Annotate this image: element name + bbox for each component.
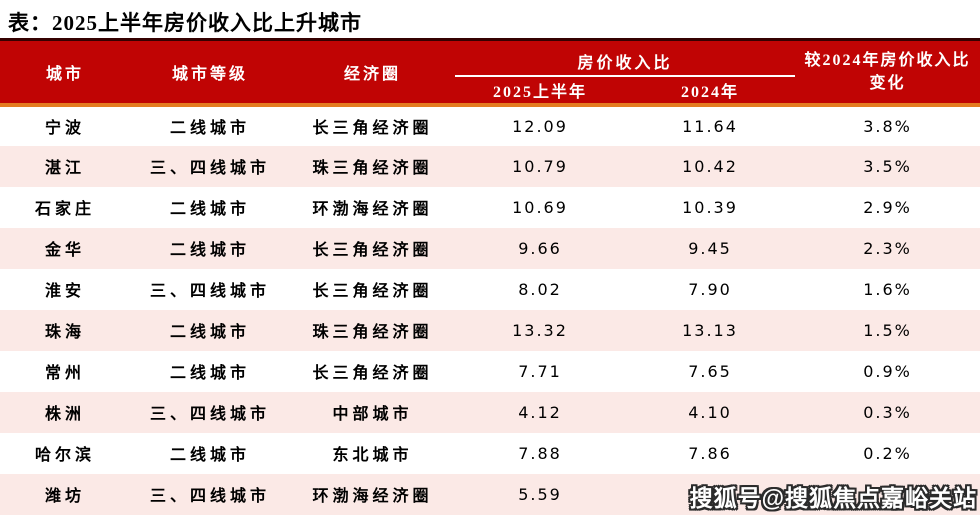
cell-city: 株洲 bbox=[44, 406, 85, 423]
table-row: 宁波 二线城市 长三角经济圈 12.09 11.64 3.8% bbox=[0, 102, 980, 146]
cell-tier: 三、四线城市 bbox=[149, 160, 270, 177]
cell-change: 3.5% bbox=[863, 156, 912, 176]
col-header-tier: 城市等级 bbox=[130, 39, 290, 105]
cell-city: 淮安 bbox=[44, 283, 85, 300]
cell-ratio-2025: 9.66 bbox=[518, 238, 562, 258]
cell-change: 0.9% bbox=[863, 361, 912, 381]
cell-ratio-2025: 13.32 bbox=[512, 320, 568, 340]
cell-city: 潍坊 bbox=[44, 488, 85, 505]
cell-ratio-2024: 10.39 bbox=[682, 197, 738, 217]
table-row: 湛江 三、四线城市 珠三角经济圈 10.79 10.42 3.5% bbox=[0, 145, 980, 187]
cell-city: 常州 bbox=[44, 365, 85, 382]
cell-ratio-2024: 7.65 bbox=[688, 361, 732, 381]
cell-ratio-2025: 7.88 bbox=[518, 443, 562, 463]
table-row: 株洲 三、四线城市 中部城市 4.12 4.10 0.3% bbox=[0, 391, 980, 433]
cell-ratio-2025: 12.09 bbox=[455, 102, 625, 146]
cell-tier: 三、四线城市 bbox=[149, 406, 270, 423]
table-row: 潍坊 三、四线城市 环渤海经济圈 5.59 5.58 0.2% bbox=[0, 473, 980, 515]
cell-tier: 二线城市 bbox=[169, 447, 250, 464]
cell-ratio-2025: 5.59 bbox=[518, 484, 562, 504]
cell-change: 0.2% bbox=[863, 443, 912, 463]
cell-ratio-2024: 4.10 bbox=[688, 402, 732, 422]
cell-tier: 三、四线城市 bbox=[149, 488, 270, 505]
cell-tier: 二线城市 bbox=[169, 242, 250, 259]
table-row: 石家庄 二线城市 环渤海经济圈 10.69 10.39 2.9% bbox=[0, 187, 980, 228]
cell-change: 1.6% bbox=[863, 279, 912, 299]
cell-ratio-2025: 4.12 bbox=[518, 402, 562, 422]
cell-ratio-2024: 10.42 bbox=[682, 156, 738, 176]
cell-ratio-2025: 7.71 bbox=[518, 361, 562, 381]
cell-circle: 环渤海经济圈 bbox=[312, 201, 433, 218]
col-header-2025h1: 2025上半年 bbox=[455, 75, 625, 105]
cell-change: 0.3% bbox=[863, 402, 912, 422]
cell-city: 湛江 bbox=[44, 160, 85, 177]
cell-circle: 中部城市 bbox=[332, 406, 413, 423]
cell-ratio-2024: 7.90 bbox=[688, 279, 732, 299]
data-table: 城市 城市等级 经济圈 房价收入比 较2024年房价收入比变化 2025上半年 … bbox=[0, 38, 980, 515]
cell-circle: 珠三角经济圈 bbox=[312, 160, 433, 177]
cell-ratio-2024: 5.58 bbox=[688, 484, 732, 504]
col-header-circle: 经济圈 bbox=[290, 39, 455, 105]
cell-city: 石家庄 bbox=[34, 201, 95, 218]
cell-tier: 二线城市 bbox=[169, 201, 250, 218]
cell-circle: 长三角经济圈 bbox=[312, 242, 433, 259]
cell-ratio-2024: 9.45 bbox=[688, 238, 732, 258]
cell-city: 宁波 bbox=[0, 102, 130, 146]
table-body: 宁波 二线城市 长三角经济圈 12.09 11.64 3.8% 湛江 三、四线城… bbox=[0, 102, 980, 515]
cell-city: 珠海 bbox=[44, 324, 85, 341]
cell-tier: 二线城市 bbox=[130, 102, 290, 146]
cell-circle: 东北城市 bbox=[332, 447, 413, 464]
table-row: 淮安 三、四线城市 长三角经济圈 8.02 7.90 1.6% bbox=[0, 269, 980, 310]
cell-ratio-2024: 11.64 bbox=[625, 102, 796, 146]
cell-ratio-2024: 7.86 bbox=[688, 443, 732, 463]
table-row: 哈尔滨 二线城市 东北城市 7.88 7.86 0.2% bbox=[0, 433, 980, 474]
cell-circle: 长三角经济圈 bbox=[312, 283, 433, 300]
col-header-2024: 2024年 bbox=[625, 75, 796, 105]
col-header-change: 较2024年房价收入比变化 bbox=[795, 39, 980, 105]
cell-tier: 三、四线城市 bbox=[149, 283, 270, 300]
cell-change: 2.9% bbox=[863, 197, 912, 217]
cell-city: 哈尔滨 bbox=[34, 447, 95, 464]
cell-change: 2.3% bbox=[863, 238, 912, 258]
cell-change: 3.8% bbox=[795, 102, 980, 146]
cell-circle: 珠三角经济圈 bbox=[312, 324, 433, 341]
cell-change: 0.2% bbox=[863, 484, 912, 504]
watermark: 搜狐号@搜狐焦点嘉峪关站 bbox=[689, 485, 977, 511]
cell-ratio-2025: 8.02 bbox=[518, 279, 562, 299]
col-header-city: 城市 bbox=[0, 39, 130, 105]
cell-circle: 长三角经济圈 bbox=[290, 102, 455, 146]
cell-circle: 环渤海经济圈 bbox=[312, 488, 433, 505]
cell-ratio-2024: 13.13 bbox=[682, 320, 738, 340]
cell-city: 金华 bbox=[44, 242, 85, 259]
table-row: 珠海 二线城市 珠三角经济圈 13.32 13.13 1.5% bbox=[0, 309, 980, 351]
cell-ratio-2025: 10.79 bbox=[512, 156, 568, 176]
cell-tier: 二线城市 bbox=[169, 324, 250, 341]
cell-circle: 长三角经济圈 bbox=[312, 365, 433, 382]
table-header: 城市 城市等级 经济圈 房价收入比 较2024年房价收入比变化 2025上半年 … bbox=[0, 39, 980, 105]
cell-change: 1.5% bbox=[863, 320, 912, 340]
table-row: 金华 二线城市 长三角经济圈 9.66 9.45 2.3% bbox=[0, 227, 980, 269]
table-caption: 表：2025上半年房价收入比上升城市 bbox=[8, 11, 362, 35]
table-row: 常州 二线城市 长三角经济圈 7.71 7.65 0.9% bbox=[0, 351, 980, 392]
cell-tier: 二线城市 bbox=[169, 365, 250, 382]
cell-ratio-2025: 10.69 bbox=[512, 197, 568, 217]
col-header-ratio-group: 房价收入比 bbox=[455, 39, 796, 77]
